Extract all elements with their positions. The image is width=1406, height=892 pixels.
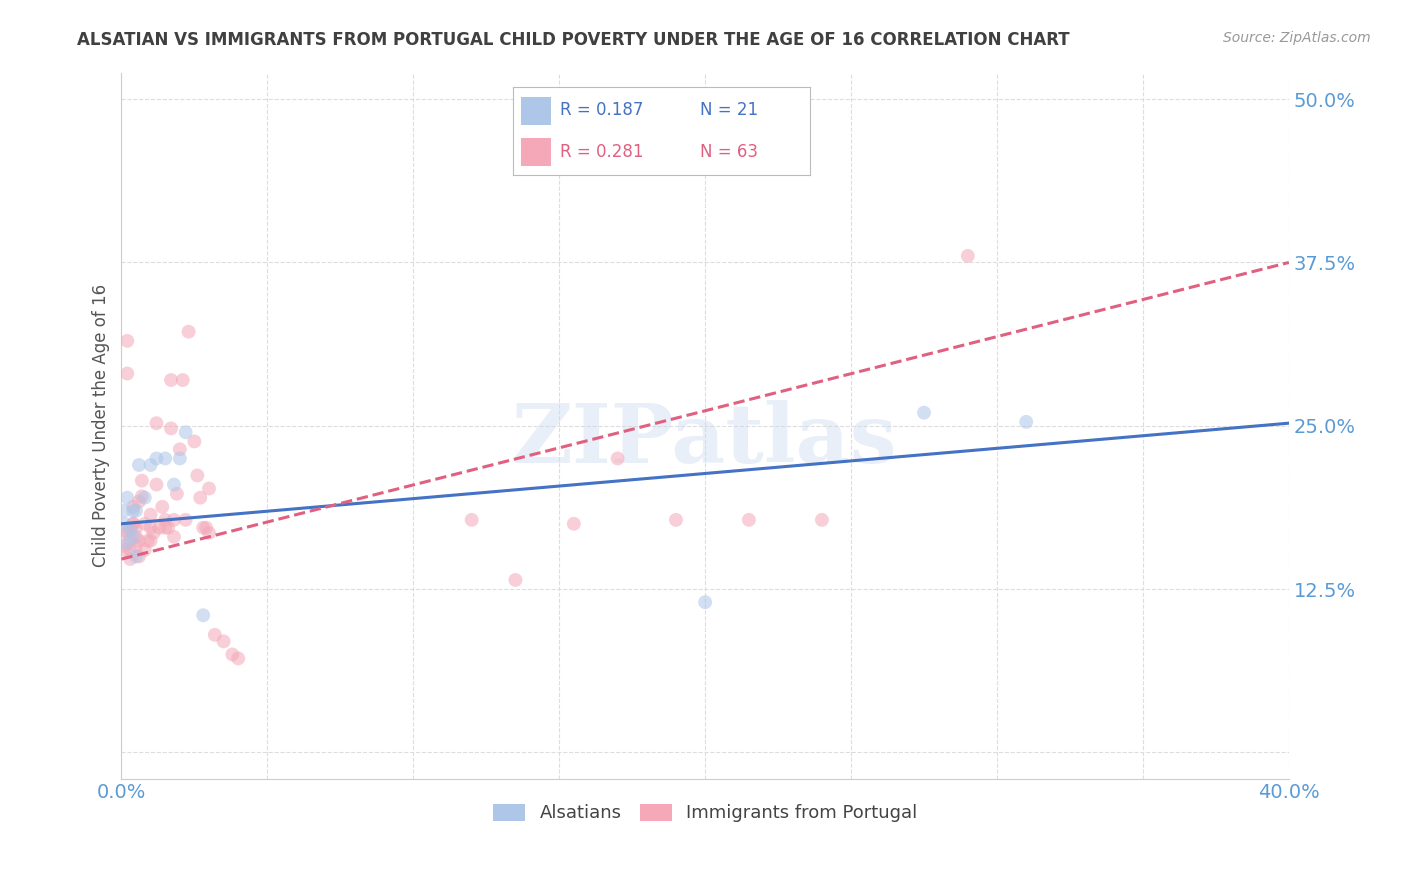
Legend: Alsatians, Immigrants from Portugal: Alsatians, Immigrants from Portugal	[485, 797, 925, 830]
Point	[155, 451, 177, 466]
Point	[122, 530, 145, 544]
Point	[112, 542, 135, 557]
Point	[606, 451, 628, 466]
Point	[155, 521, 177, 535]
Point	[956, 249, 979, 263]
Text: ZIPatlas: ZIPatlas	[512, 400, 898, 480]
Point	[198, 525, 221, 540]
Point	[125, 504, 148, 518]
Point	[160, 421, 183, 435]
Point	[174, 513, 197, 527]
Point	[125, 530, 148, 544]
Point	[811, 513, 834, 527]
Point	[145, 451, 167, 466]
Point	[150, 500, 173, 514]
Point	[120, 542, 142, 557]
Point	[120, 552, 142, 566]
Point	[221, 648, 243, 662]
Point	[204, 628, 226, 642]
Point	[117, 536, 139, 550]
Point	[120, 521, 142, 535]
Point	[174, 425, 197, 440]
Point	[122, 504, 145, 518]
Point	[139, 521, 162, 535]
Point	[122, 500, 145, 514]
Point	[163, 513, 186, 527]
Point	[912, 406, 935, 420]
Point	[226, 651, 249, 665]
Point	[195, 521, 218, 535]
Point	[169, 451, 191, 466]
Point	[145, 477, 167, 491]
Point	[177, 325, 200, 339]
Point	[163, 530, 186, 544]
Point	[186, 468, 208, 483]
Point	[131, 474, 153, 488]
Point	[160, 373, 183, 387]
Point	[112, 504, 135, 518]
Point	[117, 334, 139, 348]
Text: Source: ZipAtlas.com: Source: ZipAtlas.com	[1223, 31, 1371, 45]
Point	[145, 416, 167, 430]
Point	[128, 494, 150, 508]
Point	[460, 513, 482, 527]
Point	[134, 491, 156, 505]
Point	[112, 539, 135, 553]
Point	[191, 608, 214, 623]
Point	[120, 524, 142, 538]
Point	[139, 533, 162, 548]
Point	[155, 513, 177, 527]
Point	[695, 595, 717, 609]
Point	[117, 525, 139, 540]
Point	[128, 533, 150, 548]
Point	[125, 549, 148, 564]
Point	[131, 489, 153, 503]
Point	[1015, 415, 1038, 429]
Point	[128, 549, 150, 564]
Point	[191, 521, 214, 535]
Point	[198, 482, 221, 496]
Point	[738, 513, 761, 527]
Point	[122, 516, 145, 531]
Point	[169, 442, 191, 457]
Point	[134, 516, 156, 531]
Point	[117, 491, 139, 505]
Point	[122, 516, 145, 531]
Y-axis label: Child Poverty Under the Age of 16: Child Poverty Under the Age of 16	[93, 285, 110, 567]
Point	[136, 533, 159, 548]
Point	[139, 458, 162, 472]
Point	[163, 477, 186, 491]
Point	[157, 521, 180, 535]
Point	[212, 634, 235, 648]
Point	[505, 573, 527, 587]
Point	[665, 513, 688, 527]
Point	[112, 524, 135, 538]
Point	[125, 521, 148, 535]
Point	[188, 491, 211, 505]
Point	[125, 539, 148, 553]
Point	[139, 508, 162, 522]
Point	[120, 533, 142, 547]
Point	[562, 516, 585, 531]
Point	[172, 373, 194, 387]
Point	[166, 487, 188, 501]
Point	[128, 458, 150, 472]
Point	[112, 516, 135, 531]
Point	[117, 367, 139, 381]
Point	[134, 542, 156, 557]
Text: ALSATIAN VS IMMIGRANTS FROM PORTUGAL CHILD POVERTY UNDER THE AGE OF 16 CORRELATI: ALSATIAN VS IMMIGRANTS FROM PORTUGAL CHI…	[77, 31, 1070, 49]
Point	[142, 525, 165, 540]
Point	[183, 434, 205, 449]
Point	[148, 521, 170, 535]
